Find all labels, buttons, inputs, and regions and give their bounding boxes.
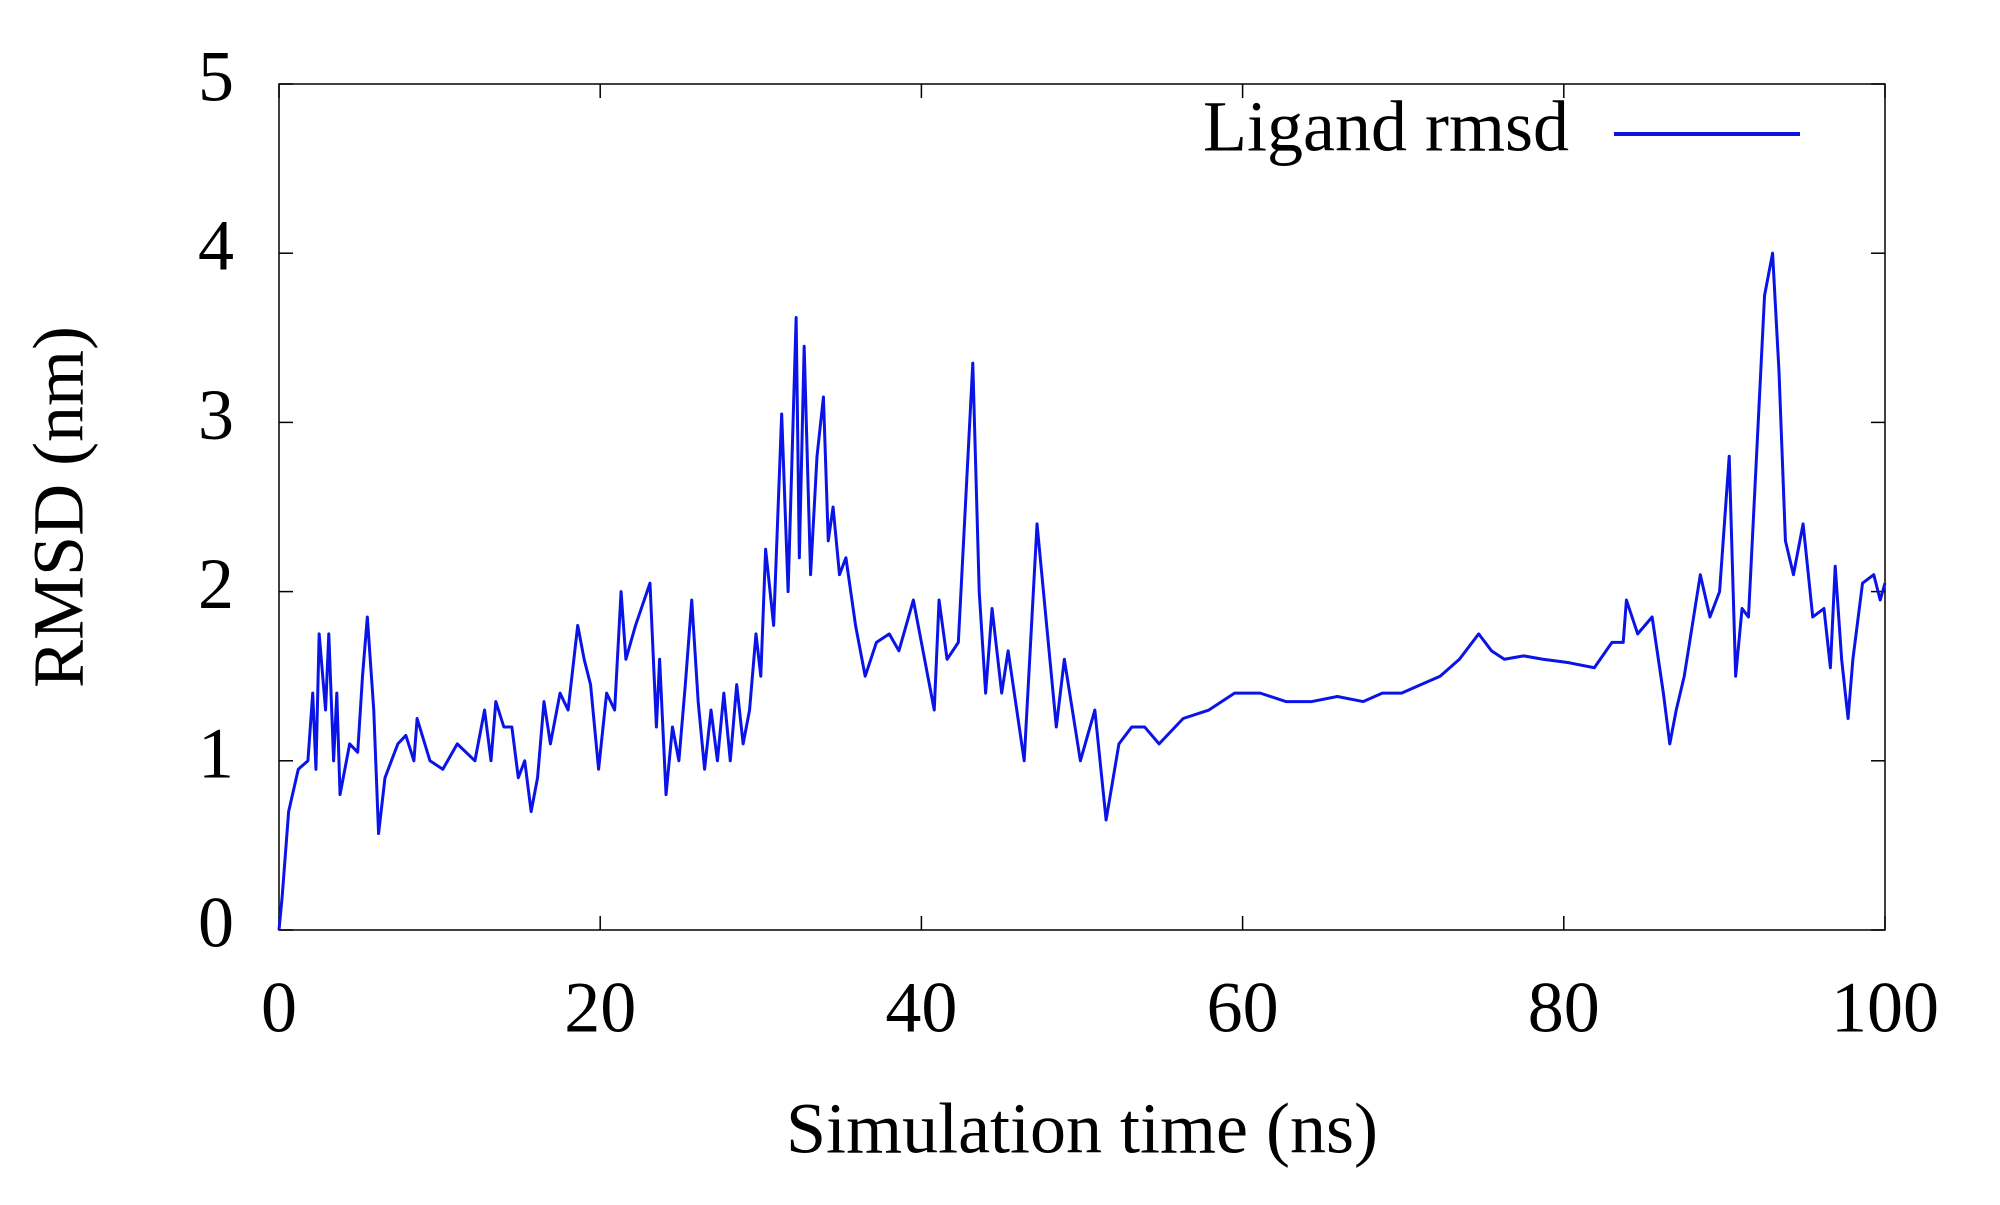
y-axis-label: RMSD (nm) bbox=[19, 326, 99, 688]
x-tick-label: 80 bbox=[1528, 968, 1600, 1048]
legend-label: Ligand rmsd bbox=[1203, 87, 1569, 167]
plot-frame bbox=[278, 83, 1886, 931]
x-tick-label: 60 bbox=[1207, 968, 1279, 1048]
x-tick-label: 20 bbox=[564, 968, 636, 1048]
y-tick-label: 2 bbox=[198, 544, 234, 624]
x-tick-label: 100 bbox=[1831, 968, 1939, 1048]
x-tick-label: 0 bbox=[261, 968, 297, 1048]
y-tick-label: 3 bbox=[198, 375, 234, 455]
data-line bbox=[277, 251, 1887, 931]
y-tick-label: 0 bbox=[198, 883, 234, 963]
y-tick-label: 1 bbox=[198, 713, 234, 793]
y-tick-label: 5 bbox=[198, 37, 234, 117]
x-tick-label: 40 bbox=[885, 968, 957, 1048]
y-tick-label: 4 bbox=[198, 206, 234, 286]
x-axis-label: Simulation time (ns) bbox=[786, 1089, 1378, 1169]
